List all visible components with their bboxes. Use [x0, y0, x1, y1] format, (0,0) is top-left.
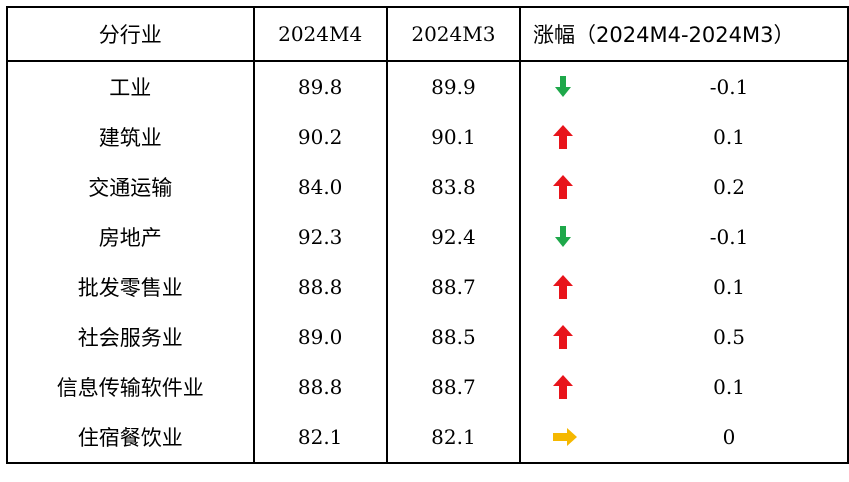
header-industry: 分行业: [7, 7, 255, 62]
value-2024m3-cell: 88.5: [386, 312, 522, 362]
value-2024m3-cell: 90.1: [386, 112, 522, 162]
arrow-up-icon: [553, 125, 574, 149]
arrow-down-icon: [555, 76, 572, 97]
table-row: 房地产 92.3 92.4 -0.1: [7, 212, 848, 262]
industry-index-table: 分行业 2024M4 2024M3 涨幅（2024M4-2024M3） 工业 89…: [6, 6, 849, 464]
change-value: 0.1: [713, 375, 745, 399]
value-2024m3-cell: 92.4: [386, 212, 522, 262]
industry-cell: 批发零售业: [7, 262, 255, 312]
table-row: 建筑业 90.2 90.1 0.1: [7, 112, 848, 162]
table-header-row: 分行业 2024M4 2024M3 涨幅（2024M4-2024M3）: [7, 7, 848, 62]
value-2024m3-cell: 89.9: [386, 61, 522, 112]
table-row: 信息传输软件业 88.8 88.7 0.1: [7, 362, 848, 412]
header-2024m4: 2024M4: [253, 7, 388, 62]
value-2024m4-cell: 89.8: [253, 61, 388, 112]
value-2024m4-cell: 88.8: [253, 362, 388, 412]
value-2024m3-cell: 88.7: [386, 362, 522, 412]
arrow-up-icon: [553, 275, 574, 299]
change-cell: 0: [520, 412, 848, 463]
value-2024m4-cell: 88.8: [253, 262, 388, 312]
change-value: 0.5: [713, 325, 745, 349]
table-row: 社会服务业 89.0 88.5 0.5: [7, 312, 848, 362]
value-2024m4-cell: 90.2: [253, 112, 388, 162]
change-value: -0.1: [709, 225, 749, 249]
arrow-up-icon: [553, 325, 574, 349]
value-2024m4-cell: 92.3: [253, 212, 388, 262]
table-row: 批发零售业 88.8 88.7 0.1: [7, 262, 848, 312]
header-2024m3: 2024M3: [386, 7, 522, 62]
table-body: 工业 89.8 89.9 -0.1 建筑业 90.2 90.1 0.1 交通运输 84.0 83.8…: [7, 61, 848, 463]
change-cell: -0.1: [520, 212, 848, 262]
header-change: 涨幅（2024M4-2024M3）: [520, 7, 848, 62]
value-2024m4-cell: 84.0: [253, 162, 388, 212]
arrow-up-icon: [553, 175, 574, 199]
industry-cell: 建筑业: [7, 112, 255, 162]
table-row: 工业 89.8 89.9 -0.1: [7, 61, 848, 112]
change-cell: 0.2: [520, 162, 848, 212]
change-cell: 0.1: [520, 362, 848, 412]
industry-cell: 社会服务业: [7, 312, 255, 362]
value-2024m3-cell: 83.8: [386, 162, 522, 212]
industry-cell: 工业: [7, 61, 255, 112]
change-value: 0: [722, 425, 736, 449]
industry-cell: 住宿餐饮业: [7, 412, 255, 463]
change-value: 0.1: [713, 125, 745, 149]
table-row: 住宿餐饮业 82.1 82.1 0: [7, 412, 848, 463]
industry-cell: 房地产: [7, 212, 255, 262]
value-2024m4-cell: 89.0: [253, 312, 388, 362]
value-2024m4-cell: 82.1: [253, 412, 388, 463]
arrow-down-icon: [555, 226, 572, 247]
industry-cell: 交通运输: [7, 162, 255, 212]
change-value: -0.1: [709, 75, 749, 99]
data-table-container: 分行业 2024M4 2024M3 涨幅（2024M4-2024M3） 工业 89…: [6, 6, 849, 464]
change-cell: 0.5: [520, 312, 848, 362]
table-row: 交通运输 84.0 83.8 0.2: [7, 162, 848, 212]
value-2024m3-cell: 82.1: [386, 412, 522, 463]
change-cell: 0.1: [520, 112, 848, 162]
industry-cell: 信息传输软件业: [7, 362, 255, 412]
change-cell: -0.1: [520, 61, 848, 112]
change-value: 0.2: [713, 175, 745, 199]
change-value: 0.1: [713, 275, 745, 299]
arrow-right-icon: [553, 428, 578, 446]
arrow-up-icon: [553, 375, 574, 399]
value-2024m3-cell: 88.7: [386, 262, 522, 312]
change-cell: 0.1: [520, 262, 848, 312]
